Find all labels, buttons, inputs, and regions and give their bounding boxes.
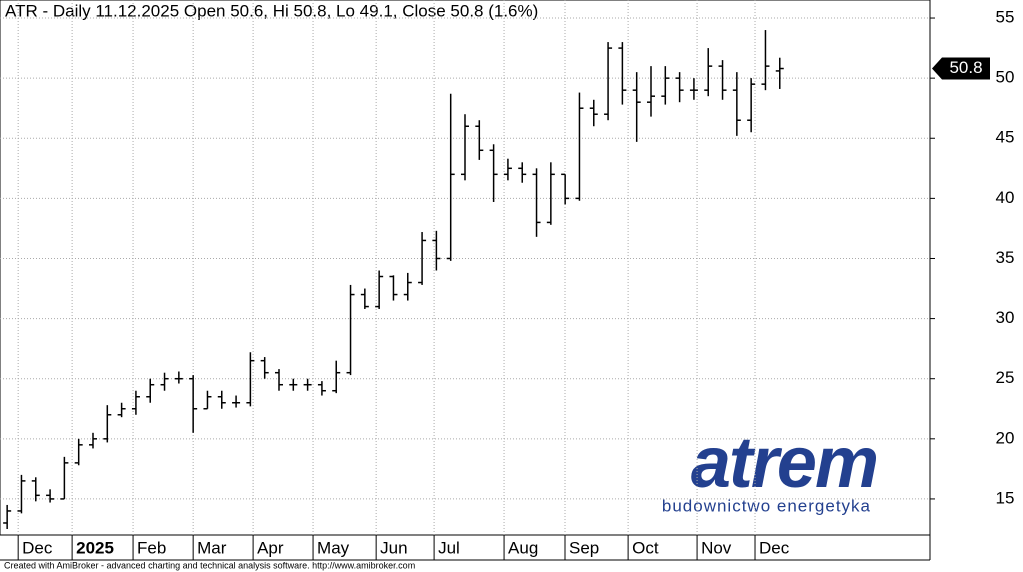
x-tick-label: Jun xyxy=(380,538,407,557)
y-tick-label: 35 xyxy=(996,248,1015,267)
x-tick-label: Dec xyxy=(759,538,790,557)
last-value-tag xyxy=(932,57,990,80)
last-value-label: 50.8 xyxy=(949,58,982,77)
y-tick-label: 40 xyxy=(996,188,1015,207)
x-tick-label: Jul xyxy=(438,538,460,557)
y-tick-label: 45 xyxy=(996,128,1015,147)
footer: Created with AmiBroker - advanced charti… xyxy=(4,560,415,570)
x-tick-label: Apr xyxy=(257,538,284,557)
x-tick-label: May xyxy=(317,538,350,557)
x-tick-label: Oct xyxy=(632,538,659,557)
chart-title: ATR - Daily 11.12.2025 Open 50.6, Hi 50.… xyxy=(5,1,538,20)
x-tick-label: Dec xyxy=(22,538,53,557)
y-tick-label: 20 xyxy=(996,428,1015,447)
logo-tagline: budownictwo energetyka xyxy=(662,496,871,515)
y-tick-label: 55 xyxy=(996,8,1015,27)
logo-name: atrem xyxy=(691,423,877,503)
x-tick-label: 2025 xyxy=(76,538,114,557)
x-tick-label: Feb xyxy=(137,538,166,557)
y-tick-label: 25 xyxy=(996,368,1015,387)
y-tick-label: 30 xyxy=(996,308,1015,327)
y-tick-label: 15 xyxy=(996,488,1015,507)
x-tick-label: Sep xyxy=(569,538,599,557)
x-tick-label: Nov xyxy=(701,538,732,557)
x-tick-label: Aug xyxy=(508,538,538,557)
x-tick-label: Mar xyxy=(197,538,227,557)
y-tick-label: 50 xyxy=(996,68,1015,87)
plot-frame xyxy=(0,0,931,536)
